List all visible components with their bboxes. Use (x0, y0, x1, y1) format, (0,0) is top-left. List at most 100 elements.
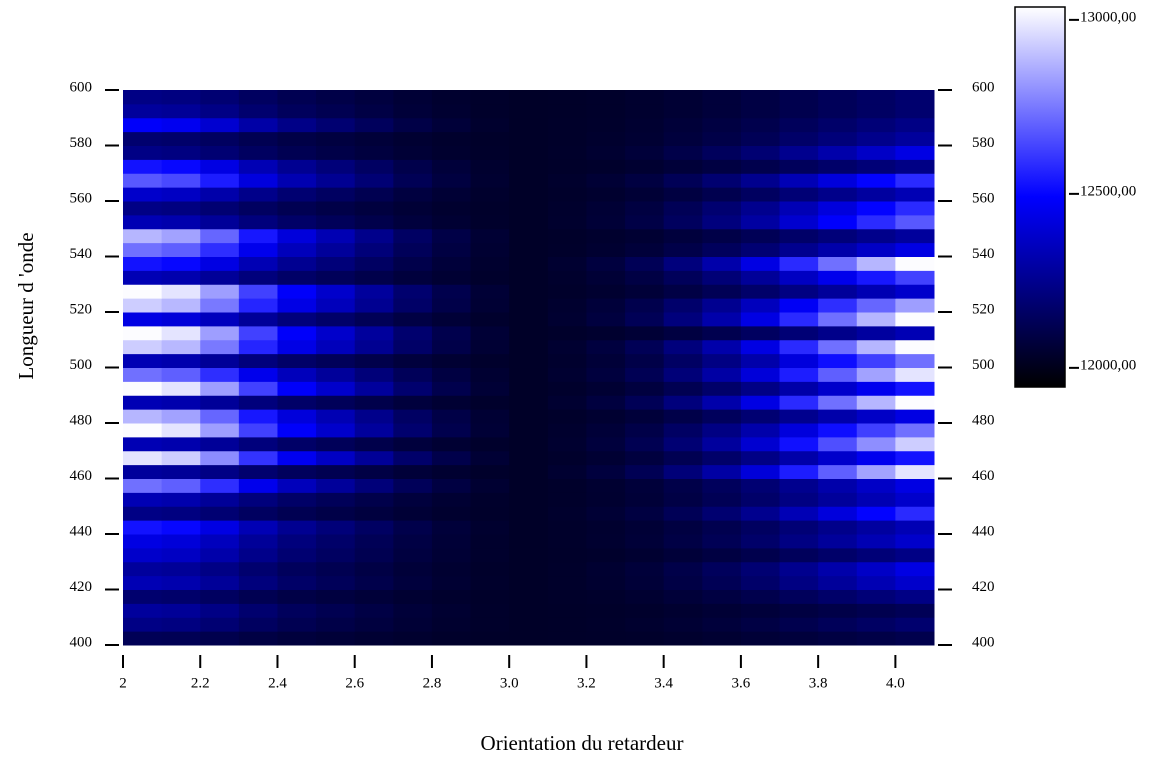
heatmap-cell (895, 117, 935, 133)
heatmap-cell (354, 631, 394, 646)
heatmap-cell (663, 520, 703, 535)
heatmap-cell (779, 409, 819, 424)
heatmap-cell (895, 436, 935, 452)
heatmap-cell (238, 423, 278, 438)
heatmap-cell (509, 117, 549, 133)
heatmap-cell (470, 617, 510, 632)
heatmap-cell (818, 201, 858, 216)
heatmap-cell (277, 506, 317, 521)
heatmap-cell (663, 589, 703, 604)
heatmap-cell (316, 298, 356, 313)
y-tick-label: 500 (70, 357, 93, 373)
heatmap-cell (663, 312, 703, 327)
heatmap-cell (509, 284, 549, 299)
heatmap-cell (547, 506, 587, 521)
heatmap-cell (200, 561, 240, 577)
heatmap-cell (625, 145, 665, 160)
heatmap-cell (354, 520, 394, 535)
heatmap-cell (625, 339, 665, 355)
heatmap-cell (818, 464, 858, 479)
y-tick-label: 420 (70, 579, 93, 595)
heatmap-cell (509, 492, 549, 507)
heatmap-cell (856, 145, 896, 160)
heatmap-cell (200, 90, 240, 105)
y-tick-label: 520 (70, 301, 93, 317)
heatmap-cell (895, 478, 935, 493)
heatmap-cell (200, 284, 240, 299)
heatmap-cell (161, 339, 201, 355)
heatmap-cell (856, 131, 896, 146)
heatmap-cell (740, 506, 781, 521)
heatmap-cell (393, 312, 433, 327)
heatmap-cell (625, 270, 665, 285)
heatmap-cell (586, 478, 626, 493)
heatmap-cell (431, 547, 472, 563)
heatmap-cell (740, 381, 781, 396)
heatmap-cell (123, 339, 163, 355)
heatmap-cell (393, 575, 433, 590)
heatmap-cell (895, 450, 935, 466)
heatmap-cell (238, 284, 278, 299)
heatmap-cell (663, 478, 703, 493)
heatmap-cell (316, 520, 356, 535)
heatmap-cell (586, 284, 626, 299)
heatmap-cell (393, 381, 433, 396)
heatmap-cell (238, 534, 278, 549)
heatmap-cell (200, 381, 240, 396)
heatmap-cell (586, 214, 626, 230)
heatmap-cell (702, 464, 742, 479)
heatmap-cell (895, 464, 935, 479)
heatmap-cell (316, 228, 356, 244)
heatmap-cell (547, 478, 587, 493)
heatmap-cell (818, 325, 858, 341)
heatmap-cell (161, 478, 201, 493)
heatmap-cell (740, 228, 781, 244)
heatmap-cell (470, 228, 510, 244)
heatmap-cell (702, 353, 742, 368)
heatmap-cell (547, 381, 587, 396)
heatmap-cell (431, 423, 472, 438)
heatmap-cell (277, 242, 317, 257)
heatmap-cell (354, 145, 394, 160)
heatmap-cell (431, 631, 472, 646)
heatmap-cell (856, 159, 896, 174)
heatmap-cell (509, 242, 549, 257)
heatmap-cell (895, 603, 935, 618)
heatmap-cell (277, 298, 317, 313)
heatmap-cell (586, 159, 626, 174)
heatmap-cell (316, 145, 356, 160)
heatmap-cell (277, 464, 317, 479)
heatmap-cell (740, 131, 781, 146)
heatmap-cell (779, 631, 819, 646)
heatmap-cell (625, 520, 665, 535)
heatmap-cell (393, 367, 433, 382)
heatmap-cell (316, 381, 356, 396)
heatmap-cell (702, 325, 742, 341)
heatmap-cell (316, 589, 356, 604)
heatmap-cell (586, 561, 626, 577)
heatmap-cell (470, 561, 510, 577)
heatmap-cell (470, 464, 510, 479)
heatmap-cell (354, 353, 394, 368)
heatmap-cell (277, 478, 317, 493)
heatmap-cell (663, 298, 703, 313)
heatmap-cell (161, 450, 201, 466)
heatmap-cell (354, 547, 394, 563)
heatmap-cell (779, 228, 819, 244)
heatmap-cell (779, 298, 819, 313)
heatmap-cell (702, 436, 742, 452)
heatmap-cell (702, 534, 742, 549)
heatmap-cell (779, 214, 819, 230)
heatmap-cell (663, 353, 703, 368)
heatmap-cell (702, 201, 742, 216)
heatmap-cell (393, 90, 433, 105)
heatmap-cell (547, 423, 587, 438)
heatmap-cell (200, 103, 240, 119)
heatmap-cell (856, 423, 896, 438)
heatmap-cell (547, 492, 587, 507)
heatmap-cell (354, 464, 394, 479)
heatmap-cell (586, 381, 626, 396)
heatmap-cell (161, 312, 201, 327)
heatmap-cell (431, 617, 472, 632)
heatmap-cell (200, 131, 240, 146)
